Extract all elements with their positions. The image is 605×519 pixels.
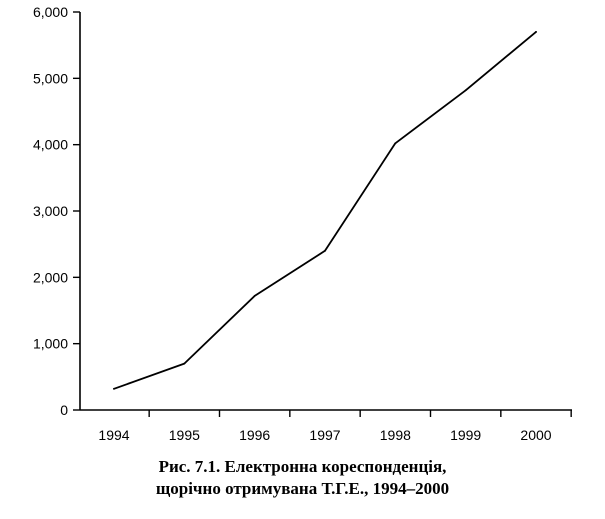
y-tick-label: 2,000 (33, 269, 68, 285)
figure-caption: Рис. 7.1. Електронна кореспонденція, щор… (0, 456, 605, 500)
x-tick-label: 1995 (169, 427, 200, 443)
data-point (253, 295, 256, 297)
caption-line-1: Рис. 7.1. Електронна кореспонденція, (158, 457, 447, 476)
y-tick-label: 3,000 (33, 203, 68, 219)
x-tick-label: 1998 (380, 427, 411, 443)
y-tick-label: 0 (60, 402, 68, 418)
data-point (394, 142, 397, 145)
data-point (183, 362, 186, 365)
x-tick-label: 2000 (520, 427, 551, 443)
series-line (113, 30, 537, 390)
y-tick-label: 4,000 (33, 137, 68, 153)
caption-line-2: щорічно отримувана Т.Г.Е., 1994–2000 (155, 479, 450, 498)
x-tick-label: 1997 (309, 427, 340, 443)
data-point (324, 249, 326, 252)
x-tick-label: 1994 (98, 427, 129, 443)
data-point (535, 31, 537, 33)
y-tick-label: 5,000 (33, 70, 68, 86)
line-chart: 0 1,000 2,000 3,000 4,000 5,000 6,000 1994 1995 1… (33, 4, 572, 443)
x-tick-label: 1996 (239, 427, 270, 443)
x-tick-label: 1999 (450, 427, 481, 443)
data-point (464, 89, 467, 92)
y-tick-label: 6,000 (33, 4, 68, 20)
y-tick-label: 1,000 (33, 336, 68, 352)
data-point (113, 387, 115, 390)
